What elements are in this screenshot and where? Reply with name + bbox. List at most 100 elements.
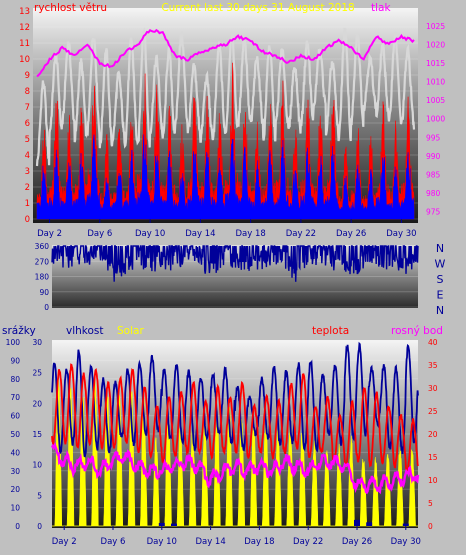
dew-point-line xyxy=(50,441,420,495)
temperature-tick: 10 xyxy=(428,476,438,485)
humidity-line xyxy=(35,26,416,167)
pressure-tick: 1000 xyxy=(426,115,445,124)
humidity-tick: 10 xyxy=(10,504,20,513)
wind-speed-label: rychlost větru xyxy=(34,2,107,14)
pressure-tick: 1015 xyxy=(426,59,445,68)
wind-speed-tick: 9 xyxy=(25,71,30,81)
pressure-tick: 995 xyxy=(426,133,441,142)
rain-tick: 0 xyxy=(37,522,42,531)
temperature-tick: 25 xyxy=(428,407,438,416)
wind-speed-tick: 12 xyxy=(19,23,30,33)
x-tick-label: Day 26 xyxy=(342,537,372,547)
pressure-tick: 1025 xyxy=(426,22,445,31)
pressure-line xyxy=(36,28,415,78)
rain-bar xyxy=(158,522,165,526)
temperature-tick: 15 xyxy=(428,453,438,462)
humidity-tick: 90 xyxy=(10,356,20,365)
dew-point-label: rosný bod xyxy=(391,325,443,337)
pressure-tick: 975 xyxy=(426,208,441,217)
temperature-humidity-chart: 0 10 20 30 40 50 60 70 80 90 100 0 5 10 15 20 25 30 0 5 10… xyxy=(2,325,443,547)
wind-speed-tick: 13 xyxy=(19,7,30,17)
wind-speed-tick: 3 xyxy=(25,167,30,177)
wind-speed-tick: 7 xyxy=(25,103,30,113)
x-tick-label: Day 18 xyxy=(235,229,265,239)
pressure-tick: 980 xyxy=(426,189,441,198)
compass-label: W xyxy=(435,258,446,271)
temperature-tick: 0 xyxy=(428,522,433,531)
wind-speed-tick: 11 xyxy=(19,39,30,49)
humidity-tick: 60 xyxy=(10,412,20,421)
x-axis-1: Day 2 Day 6 Day 10 Day 14 Day 18 Day 22 Day 26… xyxy=(37,219,417,239)
wind-direction-series xyxy=(51,245,419,282)
wind-average-area xyxy=(36,134,415,220)
wind-speed-tick: 2 xyxy=(25,183,30,193)
rain-label: srážky xyxy=(2,325,36,337)
direction-tick: 360 xyxy=(35,242,50,251)
pressure-tick: 1010 xyxy=(426,78,445,87)
dew-point-series xyxy=(50,441,420,495)
rain-tick: 5 xyxy=(37,491,42,500)
wind-direction-line xyxy=(51,245,419,282)
pressure-tick: 985 xyxy=(426,170,441,179)
temperature-axis: 0 5 10 15 20 25 30 35 40 xyxy=(428,338,438,531)
humidity-tick: 50 xyxy=(10,430,20,439)
temperature-line xyxy=(51,363,419,474)
pressure-label: tlak xyxy=(371,2,391,14)
temperature-series xyxy=(51,363,419,474)
rain-bar xyxy=(402,523,409,526)
compass-label: S xyxy=(437,273,444,286)
x-tick-label: Day 14 xyxy=(185,229,215,239)
x-tick-label: Day 26 xyxy=(336,229,366,239)
rain-bar xyxy=(354,519,360,526)
rain-tick: 15 xyxy=(32,430,42,439)
rain-tick: 20 xyxy=(32,399,42,408)
wind-speed-tick: 0 xyxy=(25,215,30,225)
humidity-tick: 30 xyxy=(10,467,20,476)
x-tick-label: Day 30 xyxy=(391,537,421,547)
humidity-tick: 0 xyxy=(15,522,20,531)
humidity-line-1 xyxy=(35,26,416,167)
rain-series xyxy=(158,519,409,526)
rain-tick: 30 xyxy=(32,338,42,347)
humidity-label: vlhkost xyxy=(66,325,104,337)
wind-speed-tick: 5 xyxy=(25,135,30,145)
wind-speed-tick: 6 xyxy=(25,119,30,129)
pressure-tick: 1020 xyxy=(426,40,445,49)
direction-tick: 270 xyxy=(35,257,50,266)
wind-speed-tick: 8 xyxy=(25,87,30,97)
pressure-series xyxy=(36,28,415,78)
x-axis-3: Day 2 Day 6 Day 10 Day 14 Day 18 Day 22 Day 26… xyxy=(52,526,421,547)
wind-speed-tick: 10 xyxy=(19,55,30,65)
chart-title: Current last 30 days 31 August 2018 xyxy=(161,2,354,14)
humidity-tick: 40 xyxy=(10,448,20,457)
x-tick-label: Day 22 xyxy=(286,229,316,239)
x-tick-label: Day 6 xyxy=(87,229,112,239)
solar-label: Solar xyxy=(117,325,144,337)
humidity-tick: 80 xyxy=(10,375,20,384)
rain-bar xyxy=(366,522,373,526)
pressure-axis: 975 980 985 990 995 1000 1005 1010 1015 1020 1025 xyxy=(426,22,445,217)
temperature-tick: 30 xyxy=(428,384,438,393)
x-tick-label: Day 6 xyxy=(101,537,126,547)
compass-label: E xyxy=(437,289,444,302)
humidity-line xyxy=(51,341,419,458)
humidity-tick: 100 xyxy=(6,338,21,347)
rain-bar xyxy=(171,523,177,526)
compass-label: N xyxy=(436,304,444,317)
rain-tick: 25 xyxy=(32,369,42,378)
x-tick-label: Day 2 xyxy=(52,537,77,547)
compass-label: N xyxy=(436,242,444,255)
x-tick-label: Day 10 xyxy=(135,229,165,239)
temperature-tick: 40 xyxy=(428,338,438,347)
pressure-tick: 990 xyxy=(426,152,441,161)
x-tick-label: Day 18 xyxy=(244,537,274,547)
wind-average-series xyxy=(36,134,415,220)
humidity-axis: 0 10 20 30 40 50 60 70 80 90 100 xyxy=(6,338,21,531)
x-tick-label: Day 10 xyxy=(147,537,177,547)
wind-speed-tick: 1 xyxy=(25,199,30,209)
x-tick-label: Day 2 xyxy=(37,229,62,239)
